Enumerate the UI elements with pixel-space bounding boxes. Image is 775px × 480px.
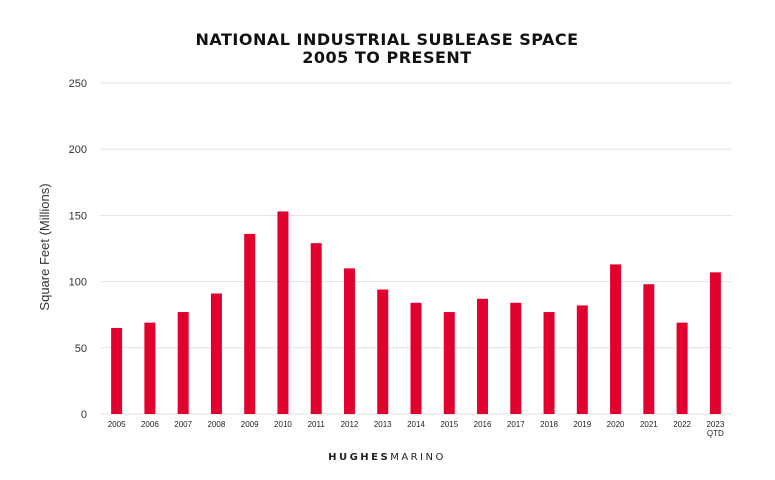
bar: [410, 302, 422, 414]
x-tick-label: 2012: [341, 420, 359, 429]
x-tick-label: 2022: [673, 420, 691, 429]
bars: [111, 211, 721, 414]
bar: [576, 305, 588, 414]
x-tick-label: 2015: [440, 420, 458, 429]
bar: [676, 322, 688, 414]
gridlines: [100, 82, 732, 415]
bar: [709, 272, 721, 414]
x-tick-label: 2019: [573, 420, 591, 429]
bar: [310, 243, 322, 414]
brand-logo-bold: HUGHES: [328, 452, 390, 463]
x-tick-label: 2010: [274, 420, 292, 429]
x-tick-label: 2011: [308, 420, 326, 429]
x-tick-label: 2018: [540, 420, 558, 429]
bar: [643, 284, 655, 414]
bar: [610, 264, 622, 414]
bar: [443, 312, 455, 414]
bar: [177, 312, 189, 414]
x-tick-label: 2014: [407, 420, 425, 429]
bar: [111, 327, 123, 414]
x-tick-label: 2005: [108, 420, 126, 429]
chart-title: NATIONAL INDUSTRIAL SUBLEASE SPACE 2005 …: [195, 30, 578, 67]
bar: [343, 268, 355, 414]
x-tick-label: 2006: [141, 420, 159, 429]
svg-text:HUGHESMARINO: HUGHESMARINO: [328, 452, 446, 463]
bar: [510, 302, 522, 414]
chart-title-line-2: 2005 TO PRESENT: [302, 48, 471, 67]
bar: [477, 298, 489, 414]
x-tick-label: 2008: [208, 420, 226, 429]
y-axis-label: Square Feet (Millions): [37, 183, 52, 310]
bar: [277, 211, 289, 414]
x-tick-label: 2016: [474, 420, 492, 429]
x-tick-label: 2020: [607, 420, 625, 429]
x-tick-label: 2007: [174, 420, 192, 429]
bar: [543, 312, 555, 414]
x-tick-label: 2023: [706, 420, 724, 429]
brand-logo: HUGHESMARINO: [328, 452, 446, 463]
x-tick-label: QTD: [707, 429, 724, 438]
y-tick-label: 200: [69, 144, 87, 156]
y-tick-label: 0: [81, 409, 87, 421]
chart-title-line-1: NATIONAL INDUSTRIAL SUBLEASE SPACE: [195, 30, 578, 49]
y-axis-ticks: 0 50 100 150 200 250: [69, 78, 87, 421]
bar: [144, 322, 156, 414]
y-tick-label: 250: [69, 78, 87, 90]
y-tick-label: 150: [69, 210, 87, 222]
bar: [244, 233, 256, 414]
x-tick-label: 2009: [241, 420, 259, 429]
bar: [377, 289, 389, 414]
x-tick-label: 2021: [640, 420, 658, 429]
x-axis-ticks: 2005 2006 2007 2008 2009 2010 2011 2012 2013 2014…: [108, 420, 725, 438]
y-tick-label: 100: [69, 277, 87, 289]
y-tick-label: 50: [75, 343, 87, 355]
x-tick-label: 2017: [507, 420, 525, 429]
bar: [210, 293, 222, 414]
x-tick-label: 2013: [374, 420, 392, 429]
brand-logo-light: MARINO: [390, 452, 446, 463]
